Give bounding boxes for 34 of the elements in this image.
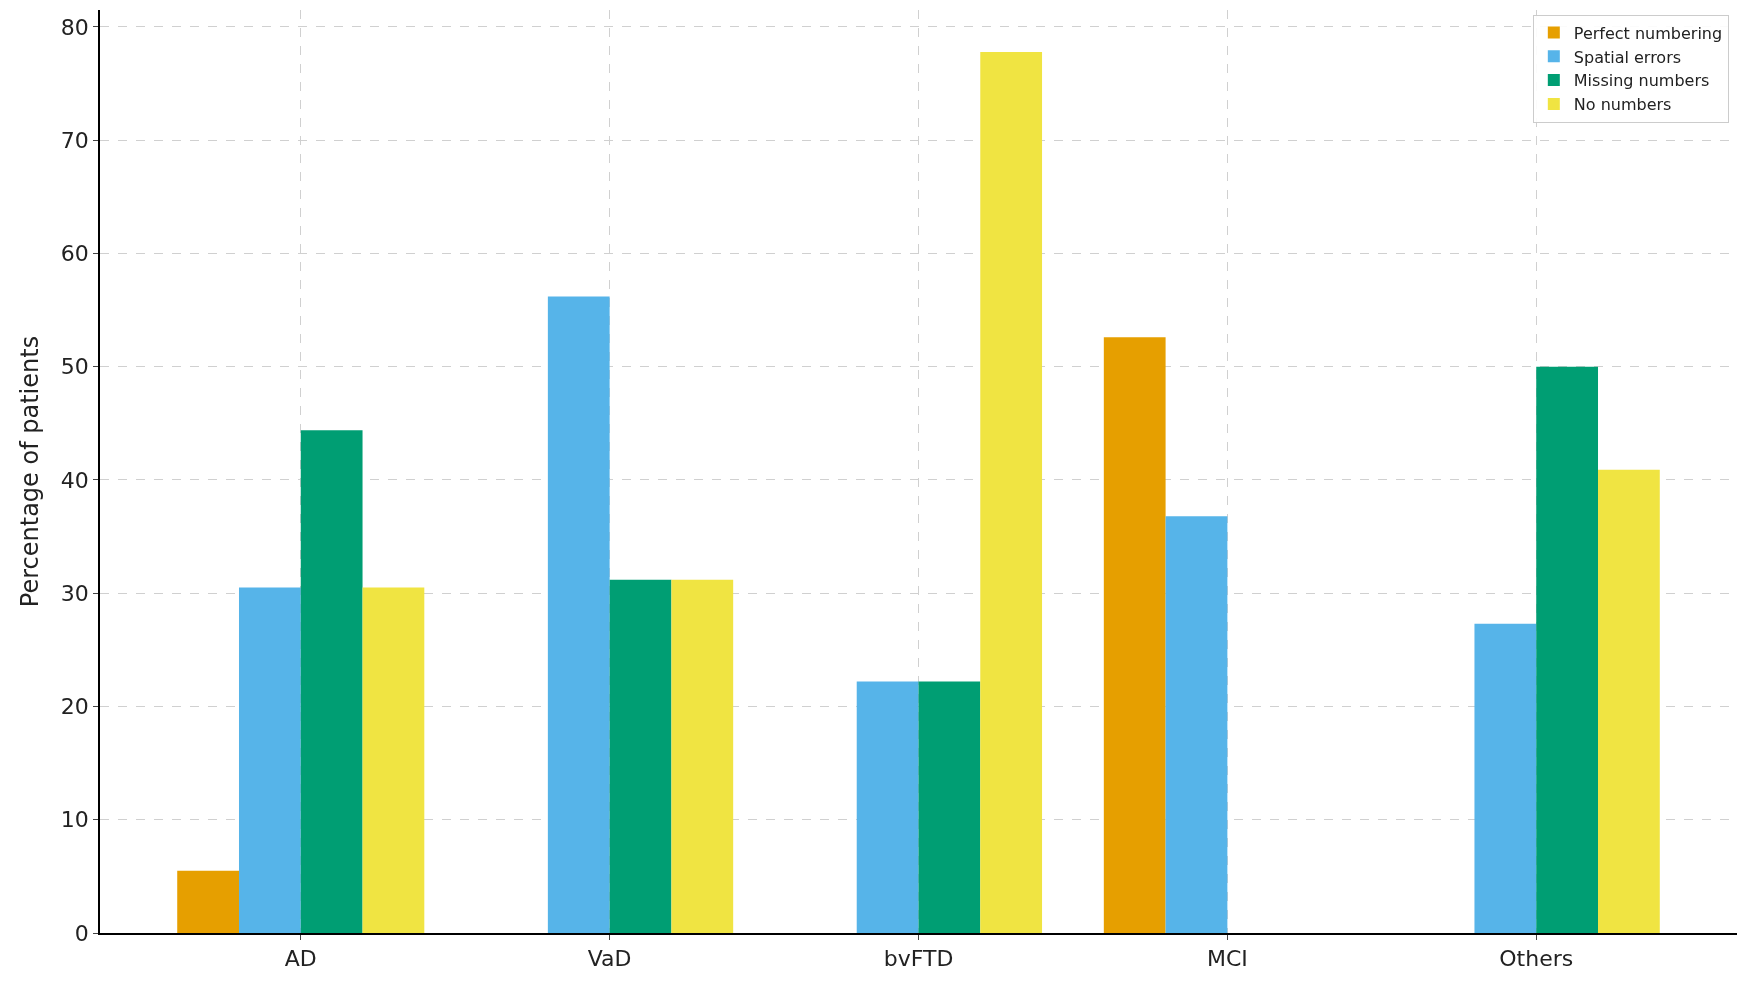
x-tick-label: bvFTD <box>883 946 954 972</box>
legend-label: Spatial errors <box>1573 47 1682 67</box>
x-tick-label: Others <box>1499 946 1574 972</box>
bar <box>1598 469 1660 933</box>
x-tick-label: VaD <box>587 946 632 972</box>
bar <box>1103 337 1166 933</box>
bar <box>671 579 734 933</box>
bar <box>238 587 301 933</box>
y-tick-label: 60 <box>60 241 89 267</box>
y-tick-label: 30 <box>60 580 89 606</box>
y-tick-label: 40 <box>60 467 89 493</box>
bar <box>300 430 363 933</box>
y-tick-label: 0 <box>74 920 89 946</box>
x-tick-label: AD <box>284 946 317 972</box>
legend-label: Perfect numbering <box>1573 23 1723 43</box>
y-tick-label: 70 <box>60 127 89 153</box>
y-tick-label: 20 <box>60 694 89 720</box>
legend-label: Missing numbers <box>1573 71 1710 91</box>
bar <box>609 579 672 933</box>
legend-label: No numbers <box>1573 95 1672 115</box>
y-tick-label: 50 <box>60 354 89 380</box>
bar <box>362 587 425 933</box>
y-tick-label: 80 <box>60 14 89 40</box>
bar <box>1474 623 1537 933</box>
bar <box>856 681 919 933</box>
bar <box>980 51 1043 933</box>
x-tick-label: MCI <box>1206 946 1248 972</box>
bar <box>918 681 981 933</box>
bar <box>1165 516 1228 933</box>
y-tick-label: 10 <box>60 807 89 833</box>
bar <box>1536 366 1599 933</box>
bar <box>547 296 610 933</box>
y-axis-title: Percentage of patients <box>16 335 45 608</box>
bar <box>177 870 239 933</box>
